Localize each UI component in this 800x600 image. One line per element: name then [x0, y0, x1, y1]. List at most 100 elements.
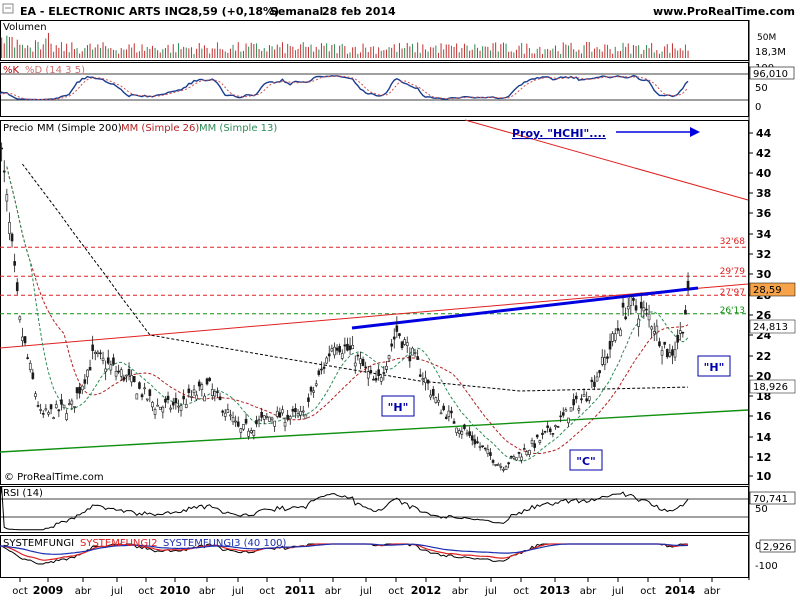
- stoch-label-k: %K: [3, 65, 20, 76]
- candle-body: [413, 352, 417, 354]
- window-control-icon[interactable]: [2, 3, 14, 14]
- candle-body: [122, 376, 126, 381]
- fungi-label-1: SYSTEMFUNGI: [3, 538, 74, 549]
- candle-body: [655, 325, 659, 334]
- candle-body: [379, 377, 383, 382]
- candle-body: [151, 402, 154, 408]
- x-tick-label: jul: [611, 586, 624, 597]
- candle-body: [400, 341, 404, 349]
- candle-body: [611, 333, 614, 342]
- candle-body: [296, 413, 300, 417]
- candle-body: [353, 362, 357, 367]
- candle-body: [673, 349, 677, 358]
- volume-bars: [1, 32, 689, 58]
- candle-body: [642, 307, 646, 312]
- candle-body: [125, 374, 128, 377]
- header-site: www.ProRealTime.com: [653, 5, 795, 18]
- candle-body: [281, 409, 284, 414]
- candle-body: [39, 409, 42, 411]
- candle-body: [359, 358, 362, 364]
- candle-body: [658, 341, 661, 347]
- candle-body: [41, 413, 45, 415]
- candle-body: [304, 414, 308, 419]
- candle-body: [577, 408, 581, 411]
- candle-body: [463, 424, 466, 430]
- candle-body: [86, 369, 89, 378]
- x-tick-label: jul: [359, 586, 372, 597]
- candle-body: [678, 330, 682, 334]
- candle-body: [509, 455, 513, 458]
- volume-value: 18,3M: [755, 47, 786, 58]
- y-tick-label: 32: [756, 248, 771, 261]
- candle-body: [101, 357, 105, 361]
- candle-body: [613, 333, 617, 341]
- fungi-tick-minus100: -100: [755, 561, 778, 572]
- h2-label: "H": [704, 361, 725, 374]
- candle-body: [515, 457, 518, 461]
- candle-body: [676, 334, 679, 343]
- candle-body: [564, 409, 568, 412]
- candle-body: [65, 413, 68, 420]
- candle-body: [309, 386, 313, 392]
- candle-body: [398, 333, 401, 337]
- candle-body: [520, 456, 523, 461]
- candle-body: [343, 344, 347, 347]
- candle-body: [161, 406, 165, 413]
- h1-box: "H": [381, 395, 415, 417]
- candle-body: [21, 336, 24, 341]
- rsi-value: 70,741: [753, 494, 788, 505]
- candle-body: [582, 394, 586, 397]
- candle-body: [418, 374, 422, 377]
- candle-body: [260, 411, 263, 418]
- candle-body: [184, 404, 188, 408]
- candle-body: [364, 366, 367, 369]
- candle-body: [338, 345, 341, 353]
- candle-body: [572, 399, 575, 406]
- candle-body: [239, 428, 243, 433]
- blue-neckline: [351, 286, 699, 330]
- candle-body: [83, 379, 87, 384]
- candle-body: [312, 390, 315, 393]
- candle-body: [538, 440, 542, 443]
- h2-box: "H": [697, 355, 731, 377]
- candle-body: [15, 282, 19, 292]
- x-tick-label: 2012: [411, 584, 442, 597]
- y-tick-label: 26: [756, 309, 772, 322]
- candle-body: [452, 421, 456, 424]
- sma26-line: [6, 166, 689, 454]
- stoch-value: 96,010: [753, 69, 788, 80]
- candle-body: [621, 302, 625, 308]
- candle-body: [226, 409, 230, 413]
- x-axis: oct 2009 abr jul oct 2010 abr jul oct 2011 abr jul o…: [12, 578, 721, 597]
- x-tick-label: abr: [580, 586, 597, 597]
- candle-body: [314, 383, 318, 386]
- candle-body: [106, 357, 110, 364]
- sma26-value-box: [749, 319, 796, 334]
- candle-body: [247, 430, 250, 437]
- candle-body: [468, 431, 471, 436]
- candle-body: [593, 381, 596, 387]
- candle-body: [52, 417, 55, 420]
- candle-body: [223, 412, 227, 417]
- candle-body: [629, 296, 633, 306]
- y-tick-label: 10: [756, 470, 772, 483]
- stoch-value-box: [749, 66, 795, 80]
- candle-body: [99, 352, 102, 355]
- y-tick-label: 30: [756, 268, 772, 281]
- candle-body: [356, 354, 360, 357]
- y-tick-label: 44: [756, 127, 772, 140]
- candle-body: [26, 357, 29, 359]
- candle-body: [387, 355, 391, 360]
- candle-body: [325, 357, 328, 364]
- stoch-tick-50: 50: [755, 83, 768, 94]
- candle-body: [551, 433, 555, 435]
- x-tick-label: oct: [513, 586, 529, 597]
- candle-body: [164, 398, 167, 403]
- candle-body: [203, 395, 206, 402]
- header-title: EA - ELECTRONIC ARTS INC.: [20, 5, 190, 18]
- candle-body: [361, 358, 365, 367]
- candle-body: [23, 336, 27, 344]
- x-tick-label: oct: [640, 586, 656, 597]
- candle-body: [499, 466, 503, 468]
- candle-body: [348, 345, 352, 351]
